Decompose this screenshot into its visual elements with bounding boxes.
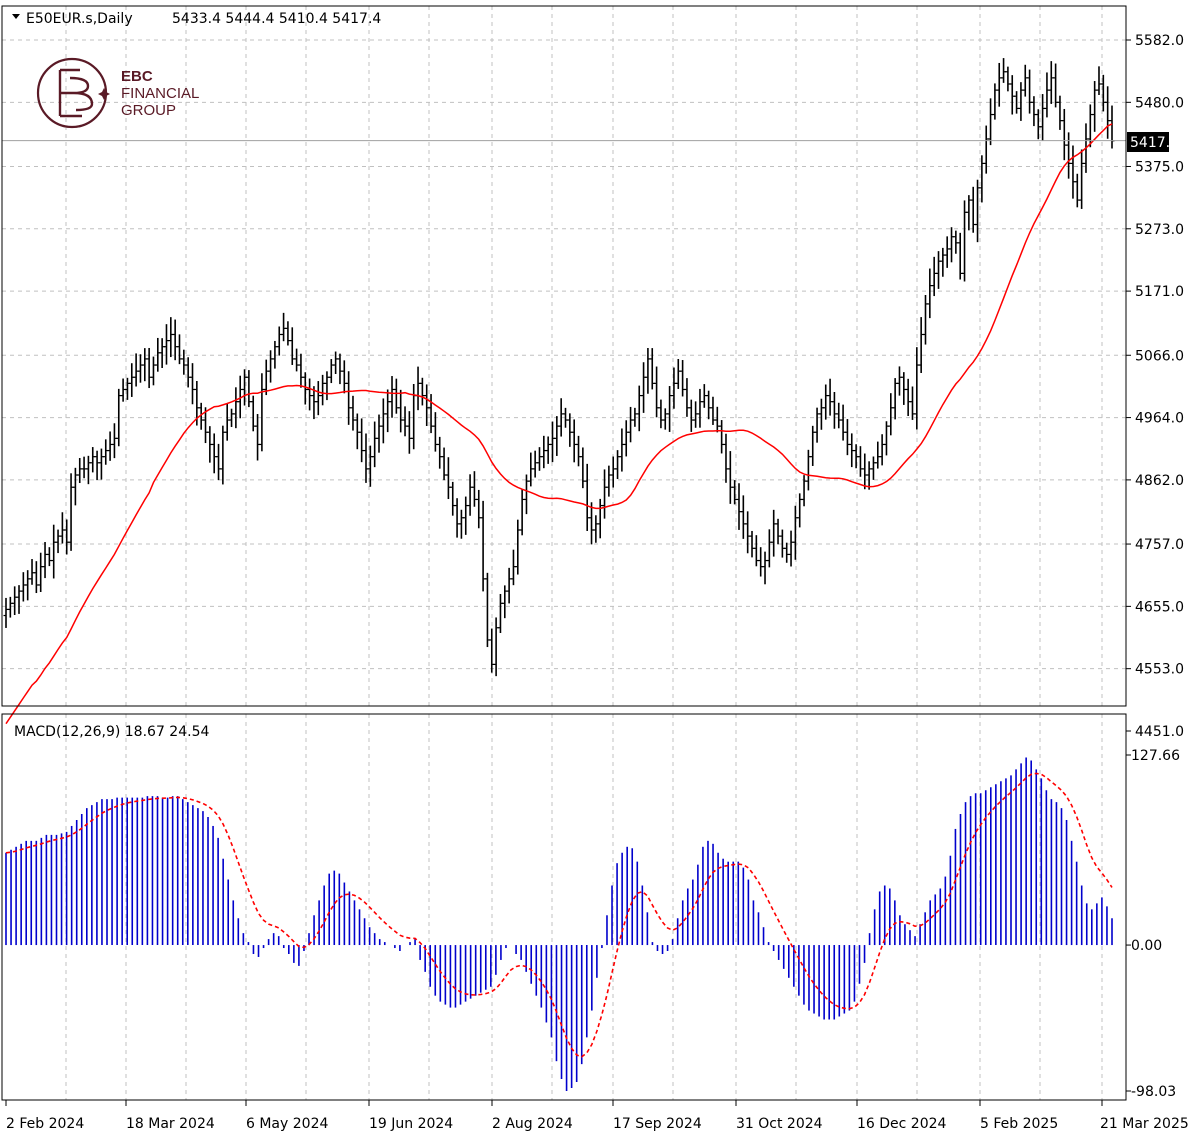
price-tick-label: 4451.0 <box>1135 724 1184 740</box>
logo-line-2: FINANCIAL <box>121 85 199 102</box>
macd-axis: 127.66 0.00 -98.03 <box>1126 748 1180 1100</box>
price-axis: 5582.0 5480.0 5375.0 5273.0 5171.0 5066.0 4964… <box>1126 33 1184 740</box>
macd-label: MACD(12,26,9) 18.67 24.54 <box>14 724 209 740</box>
logo-line-1: EBC <box>121 68 153 85</box>
date-tick-label: 18 Mar 2024 <box>126 1116 215 1132</box>
price-tick-label: 5171.0 <box>1135 284 1184 300</box>
date-tick-label: 16 Dec 2024 <box>857 1116 947 1132</box>
macd-panel: 127.66 0.00 -98.03 MACD(12,26,9) 18.67 24.… <box>1 713 1180 1101</box>
price-tick-label: 5480.0 <box>1135 95 1184 111</box>
macd-signal-line <box>5 772 1113 1058</box>
logo-star-icon <box>98 88 110 100</box>
price-grid <box>2 6 1126 706</box>
price-tick-label: 5582.0 <box>1135 33 1184 49</box>
macd-tick-label: -98.03 <box>1131 1084 1176 1100</box>
price-tick-label: 5066.0 <box>1135 348 1184 364</box>
price-panel-border <box>1 5 1127 707</box>
price-bars <box>3 58 1115 677</box>
date-axis: 2 Feb 2024 18 Mar 2024 6 May 2024 19 Jun 20… <box>5 1100 1189 1132</box>
date-tick-label: 17 Sep 2024 <box>613 1116 702 1132</box>
date-tick-label: 5 Feb 2025 <box>980 1116 1058 1132</box>
macd-tick-label: 0.00 <box>1131 938 1162 954</box>
price-tick-label: 4655.0 <box>1135 599 1184 615</box>
date-tick-label: 6 May 2024 <box>246 1116 328 1132</box>
price-tick-label: 4553.0 <box>1135 662 1184 678</box>
date-tick-label: 19 Jun 2024 <box>369 1116 453 1132</box>
date-tick-label: 2 Aug 2024 <box>492 1116 573 1132</box>
dropdown-triangle-icon[interactable] <box>12 14 20 19</box>
macd-histogram <box>5 757 1113 1091</box>
logo-line-3: GROUP <box>121 102 176 119</box>
moving-average-line <box>5 123 1113 725</box>
price-tick-label: 5375.0 <box>1135 159 1184 175</box>
ebc-logo: EBC FINANCIAL GROUP <box>36 57 199 129</box>
price-panel: 5582.0 5480.0 5375.0 5273.0 5171.0 5066.0 4964… <box>1 5 1184 740</box>
date-tick-label: 31 Oct 2024 <box>736 1116 823 1132</box>
ohlc-label: 5433.4 5444.4 5410.4 5417.4 <box>172 11 381 27</box>
date-tick-label: 2 Feb 2024 <box>6 1116 84 1132</box>
date-tick-label: 21 Mar 2025 <box>1100 1116 1189 1132</box>
price-tick-label: 4862.0 <box>1135 473 1184 489</box>
price-tick-label: 4964.0 <box>1135 411 1184 427</box>
current-price-badge: 5417.4 <box>1127 132 1179 152</box>
macd-panel-border <box>1 713 1127 1101</box>
price-tick-label: 5273.0 <box>1135 222 1184 238</box>
current-price-label: 5417.4 <box>1130 135 1179 151</box>
price-tick-label: 4757.0 <box>1135 537 1184 553</box>
chart-header: E50EUR.s,Daily 5433.4 5444.4 5410.4 5417… <box>12 11 381 27</box>
macd-tick-label: 127.66 <box>1131 748 1180 764</box>
logo-monogram-icon <box>58 68 94 118</box>
symbol-label: E50EUR.s,Daily <box>26 11 133 27</box>
